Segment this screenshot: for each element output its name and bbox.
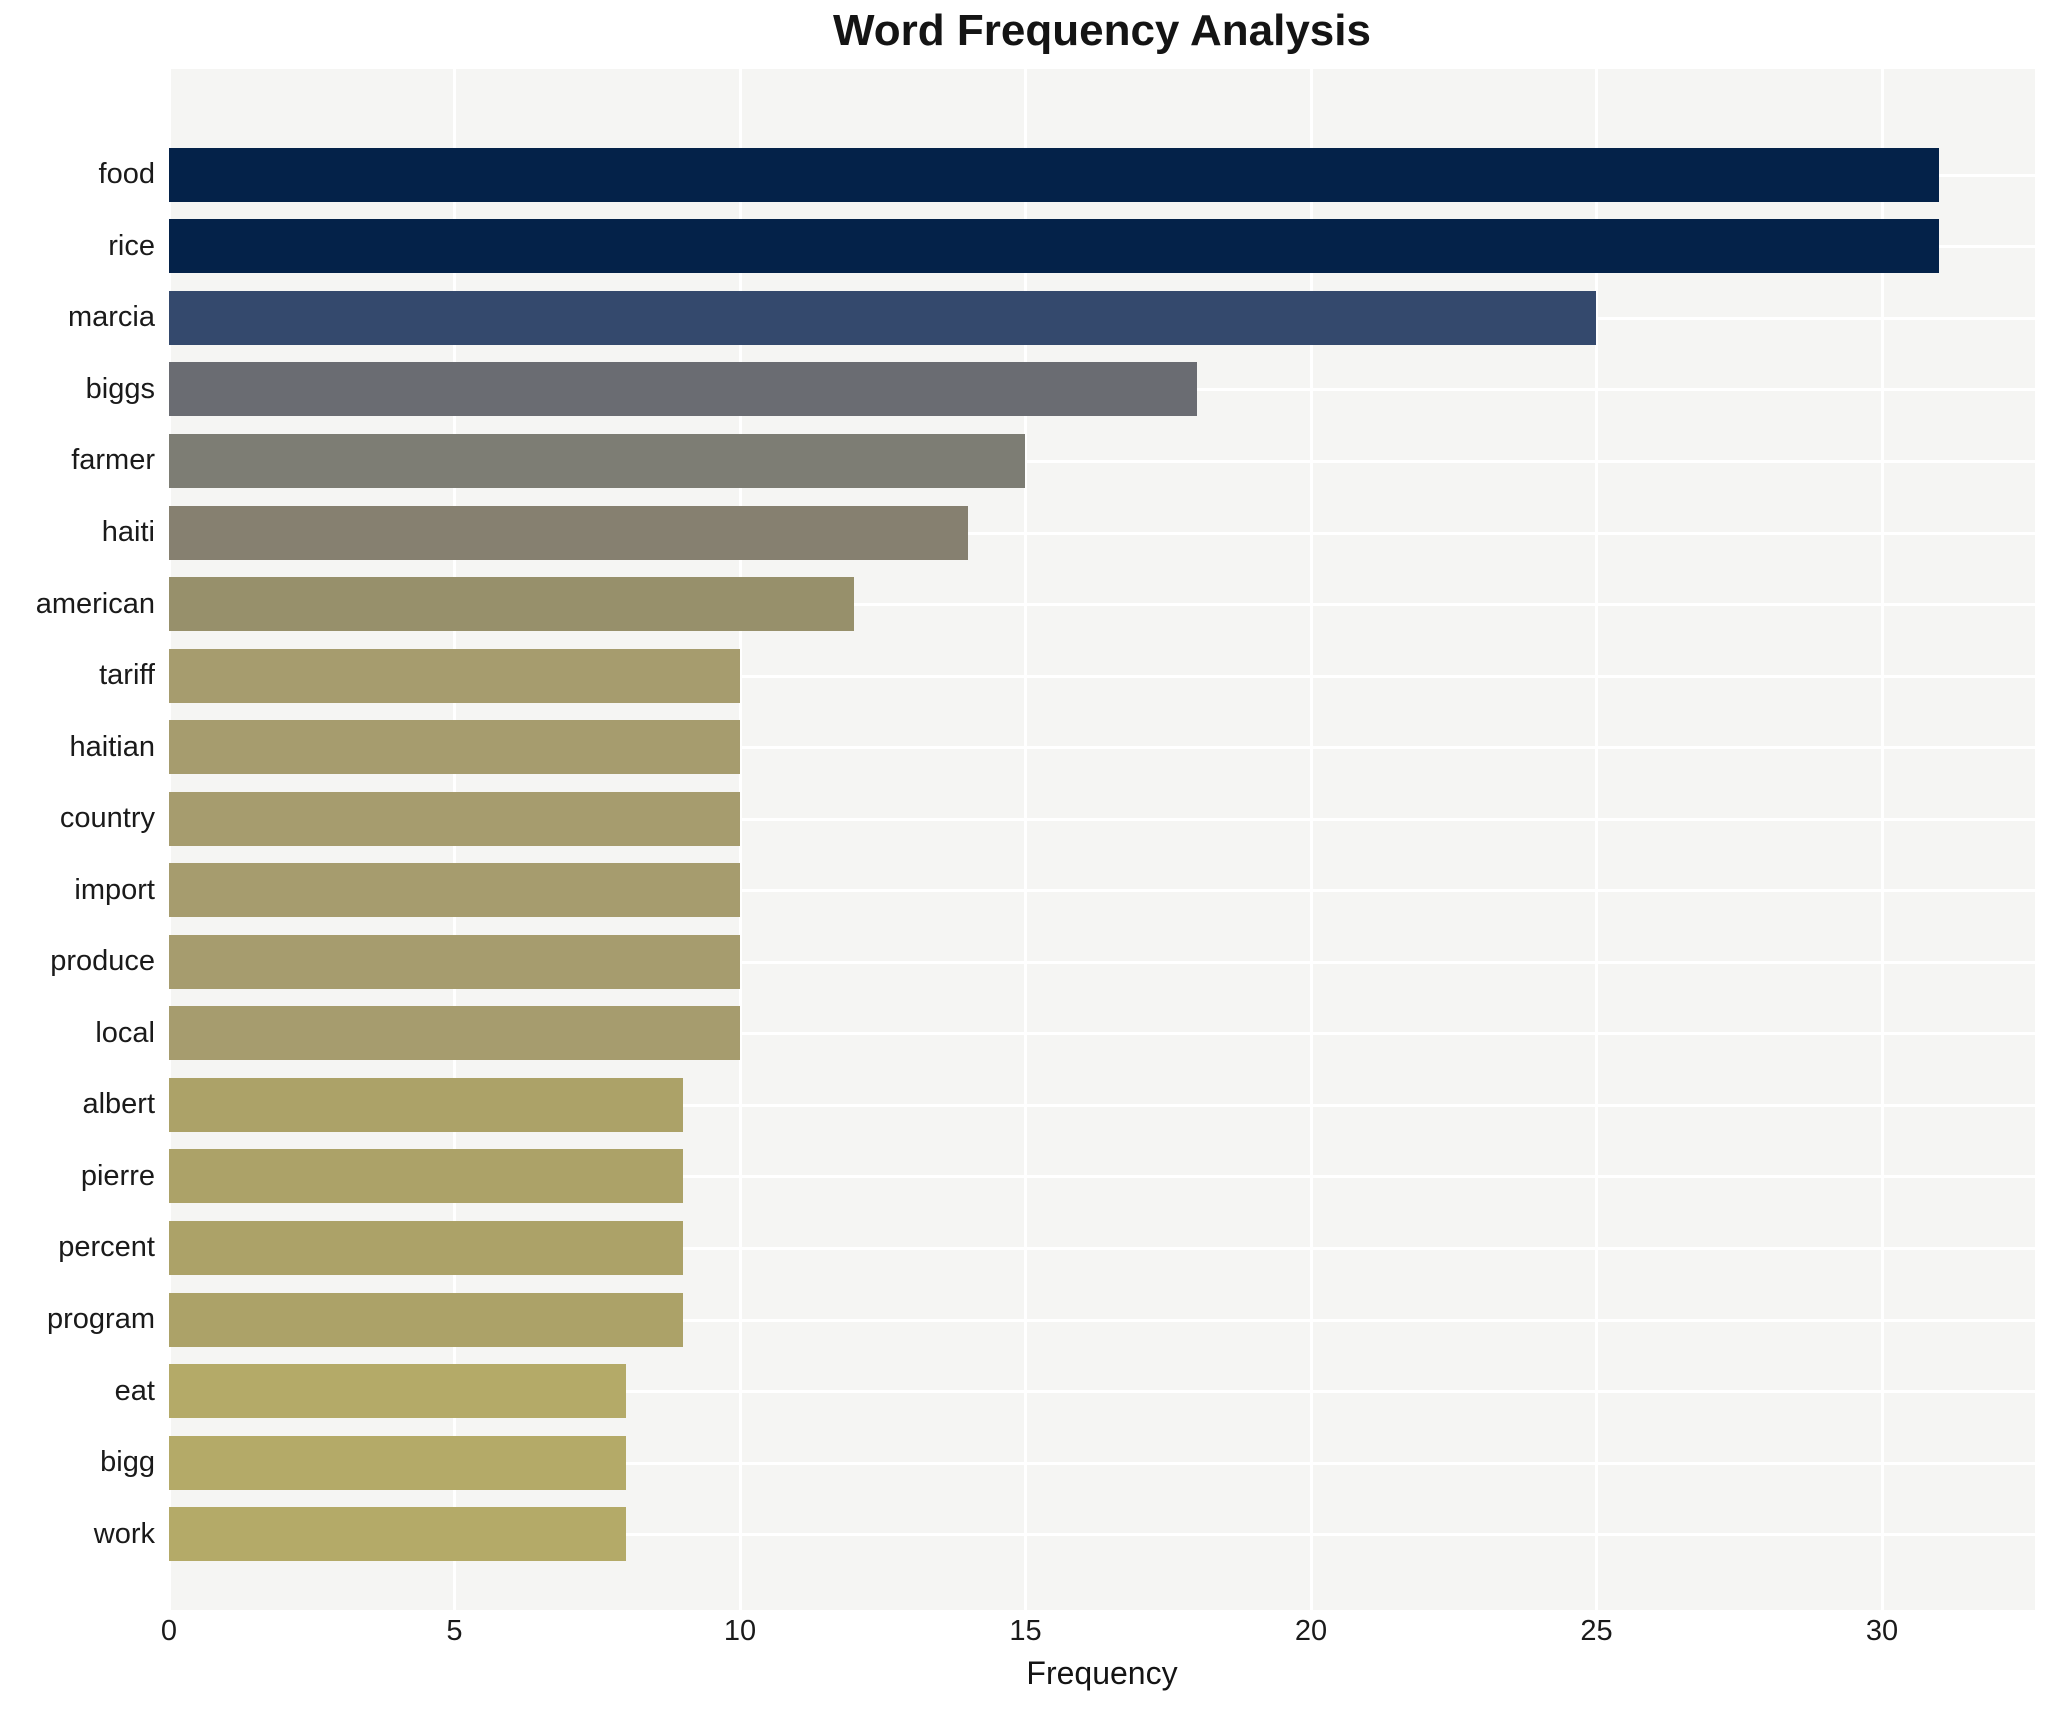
y-label-haitian: haitian (69, 730, 155, 763)
bar-row-pierre (169, 1141, 2035, 1213)
bar-program (169, 1292, 683, 1347)
bar-pierre (169, 1149, 683, 1204)
bar-row-haiti (169, 497, 2035, 569)
gridline-y-pierre (169, 1175, 2035, 1179)
bar-row-produce (169, 926, 2035, 998)
bar-biggs (169, 362, 1197, 417)
x-tick-25: 25 (1580, 1615, 1613, 1647)
y-label-percent: percent (58, 1231, 155, 1264)
x-tick-20: 20 (1294, 1615, 1328, 1647)
y-label-haiti: haiti (101, 516, 155, 548)
gridline-x-30 (1880, 69, 1884, 1610)
gridline-y-import (169, 889, 2035, 893)
bar-row-food (169, 139, 2035, 211)
y-label-import: import (74, 873, 155, 906)
bar-row-import (169, 854, 2035, 926)
y-label-rice: rice (108, 229, 155, 262)
bar-tariff (169, 648, 740, 703)
y-label-biggs: biggs (85, 372, 155, 405)
y-label-pierre: pierre (80, 1159, 155, 1192)
bar-row-marcia (169, 282, 2035, 354)
gridline-x-10 (738, 69, 742, 1610)
y-label-albert: albert (82, 1088, 155, 1121)
y-label-produce: produce (50, 945, 155, 978)
bar-produce (169, 934, 740, 989)
y-label-american: american (35, 587, 155, 620)
x-tick-0: 0 (160, 1615, 178, 1647)
gridline-y-bigg (169, 1461, 2035, 1465)
gridline-y-program (169, 1318, 2035, 1322)
bar-percent (169, 1220, 683, 1275)
bar-row-albert (169, 1069, 2035, 1141)
gridline-y-haiti (169, 531, 2035, 535)
x-tick-30: 30 (1865, 1615, 1899, 1647)
chart-title: Word Frequency Analysis (833, 6, 1371, 55)
bar-american (169, 577, 855, 632)
bar-row-local (169, 998, 2035, 1070)
x-tick-15: 15 (1009, 1615, 1042, 1647)
bar-albert (169, 1077, 683, 1132)
x-tick-5: 5 (446, 1615, 463, 1647)
bar-haitian (169, 720, 740, 775)
bar-rows (169, 69, 2035, 1610)
bar-row-biggs (169, 354, 2035, 426)
y-label-local: local (95, 1016, 155, 1049)
x-tick-10: 10 (723, 1615, 757, 1647)
bar-eat (169, 1364, 626, 1419)
bar-country (169, 791, 740, 846)
gridline-y-produce (169, 960, 2035, 964)
y-label-food: food (98, 158, 155, 191)
gridline-y-albert (169, 1103, 2035, 1107)
bar-row-percent (169, 1212, 2035, 1284)
bar-rice (169, 219, 1940, 274)
gridline-x-15 (1024, 69, 1028, 1610)
bar-row-eat (169, 1355, 2035, 1427)
plot-area (168, 69, 2035, 1610)
bar-row-program (169, 1284, 2035, 1356)
gridline-y-work (169, 1533, 2035, 1537)
bar-haiti (169, 505, 969, 560)
gridline-x-20 (1309, 69, 1313, 1610)
y-label-program: program (47, 1303, 155, 1336)
gridline-y-country (169, 817, 2035, 821)
bar-row-country (169, 783, 2035, 855)
bar-import (169, 863, 740, 918)
y-label-bigg: bigg (100, 1446, 155, 1479)
bar-row-american (169, 568, 2035, 640)
bar-row-tariff (169, 640, 2035, 712)
bar-bigg (169, 1435, 626, 1490)
gridline-y-tariff (169, 674, 2035, 678)
bar-row-farmer (169, 425, 2035, 497)
bar-row-work (169, 1498, 2035, 1570)
bar-row-bigg (169, 1427, 2035, 1499)
y-axis-labels: food rice marcia biggs farmer haiti american ta… (0, 69, 155, 1610)
gridline-y-percent (169, 1246, 2035, 1250)
bar-row-rice (169, 211, 2035, 283)
y-label-country: country (59, 802, 155, 835)
gridline-x-25 (1595, 69, 1599, 1610)
gridline-y-haitian (169, 746, 2035, 750)
y-label-tariff: tariff (99, 659, 155, 692)
bar-row-haitian (169, 711, 2035, 783)
x-axis-title: Frequency (1026, 1655, 1178, 1691)
y-label-eat: eat (114, 1374, 155, 1407)
bar-local (169, 1006, 740, 1061)
y-label-marcia: marcia (67, 301, 155, 334)
bar-farmer (169, 433, 1026, 488)
gridline-y-eat (169, 1390, 2035, 1394)
gridline-y-american (169, 603, 2035, 607)
gridline-y-farmer (169, 459, 2035, 463)
y-label-work: work (93, 1517, 155, 1550)
bar-marcia (169, 290, 1597, 345)
bar-work (169, 1507, 626, 1562)
gridline-y-local (169, 1032, 2035, 1036)
bar-food (169, 147, 1940, 202)
y-label-farmer: farmer (71, 444, 155, 477)
